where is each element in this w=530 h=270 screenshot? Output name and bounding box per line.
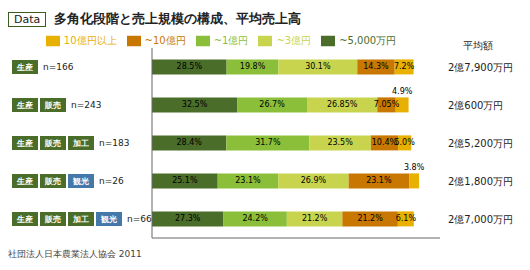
html-text:~10億円: ~10億円 [144, 35, 186, 46]
svg-text:14.3%: 14.3% [363, 62, 389, 71]
svg-text:n=166: n=166 [43, 62, 74, 72]
svg-text:加工: 加工 [72, 139, 89, 148]
svg-text:6.1%: 6.1% [396, 214, 417, 223]
svg-text:23.5%: 23.5% [327, 138, 353, 147]
svg-text:4.9%: 4.9% [392, 87, 413, 96]
svg-text:2億5,200万円: 2億5,200万円 [448, 138, 513, 149]
svg-text:21.2%: 21.2% [302, 214, 328, 223]
svg-text:23.1%: 23.1% [366, 176, 392, 185]
svg-text:7.05%: 7.05% [374, 100, 400, 109]
svg-text:n=243: n=243 [71, 100, 101, 110]
svg-text:3.8%: 3.8% [404, 163, 425, 172]
svg-text:生産: 生産 [16, 100, 33, 110]
svg-text:観光: 観光 [72, 177, 89, 186]
html-text:10億円以上: 10億円以上 [63, 35, 117, 46]
svg-text:n=26: n=26 [99, 176, 124, 186]
svg-text:生産: 生産 [16, 214, 33, 224]
svg-text:26.85%: 26.85% [327, 100, 358, 109]
svg-text:観光: 観光 [100, 215, 117, 224]
svg-text:26.9%: 26.9% [301, 176, 327, 185]
svg-text:19.8%: 19.8% [240, 62, 266, 71]
svg-text:31.7%: 31.7% [255, 138, 281, 147]
html-text:~3億円: ~3億円 [276, 35, 312, 46]
svg-text:販売: 販売 [44, 101, 61, 110]
svg-text:30.1%: 30.1% [305, 62, 331, 71]
html-text:社団法人日本農業法人協会 2011: 社団法人日本農業法人協会 2011 [8, 249, 142, 259]
svg-text:加工: 加工 [72, 215, 89, 224]
svg-text:2億7,900万円: 2億7,900万円 [448, 62, 513, 73]
svg-text:n=183: n=183 [99, 138, 129, 148]
svg-text:28.5%: 28.5% [177, 62, 203, 71]
svg-text:23.1%: 23.1% [235, 176, 261, 185]
svg-text:生産: 生産 [16, 138, 33, 148]
svg-text:販売: 販売 [44, 177, 61, 186]
svg-text:7.2%: 7.2% [394, 62, 415, 71]
svg-text:n=66: n=66 [127, 214, 152, 224]
svg-text:2億7,000万円: 2億7,000万円 [448, 214, 513, 225]
html-text:多角化段階と売上規模の構成、平均売上高: 多角化段階と売上規模の構成、平均売上高 [54, 11, 302, 26]
svg-text:2億1,800万円: 2億1,800万円 [448, 176, 513, 187]
svg-text:5.0%: 5.0% [394, 138, 415, 147]
svg-text:25.1%: 25.1% [172, 176, 198, 185]
html-text:Data: Data [14, 12, 41, 26]
svg-text:生産: 生産 [16, 62, 33, 72]
svg-text:26.7%: 26.7% [259, 100, 285, 109]
svg-text:2億600万円: 2億600万円 [448, 100, 503, 111]
svg-text:10.4%: 10.4% [371, 138, 398, 148]
svg-text:28.4%: 28.4% [176, 138, 202, 147]
svg-text:32.5%: 32.5% [182, 100, 208, 109]
svg-text:平均額: 平均額 [463, 40, 493, 51]
svg-text:生産: 生産 [16, 176, 33, 186]
svg-text:27.3%: 27.3% [175, 214, 201, 223]
svg-text:販売: 販売 [44, 139, 61, 148]
svg-text:24.2%: 24.2% [242, 214, 268, 223]
html-text:~5,000万円: ~5,000万円 [339, 35, 397, 46]
svg-text:販売: 販売 [44, 215, 61, 224]
html-text:~1億円: ~1億円 [213, 35, 249, 46]
svg-text:21.2%: 21.2% [357, 214, 383, 223]
